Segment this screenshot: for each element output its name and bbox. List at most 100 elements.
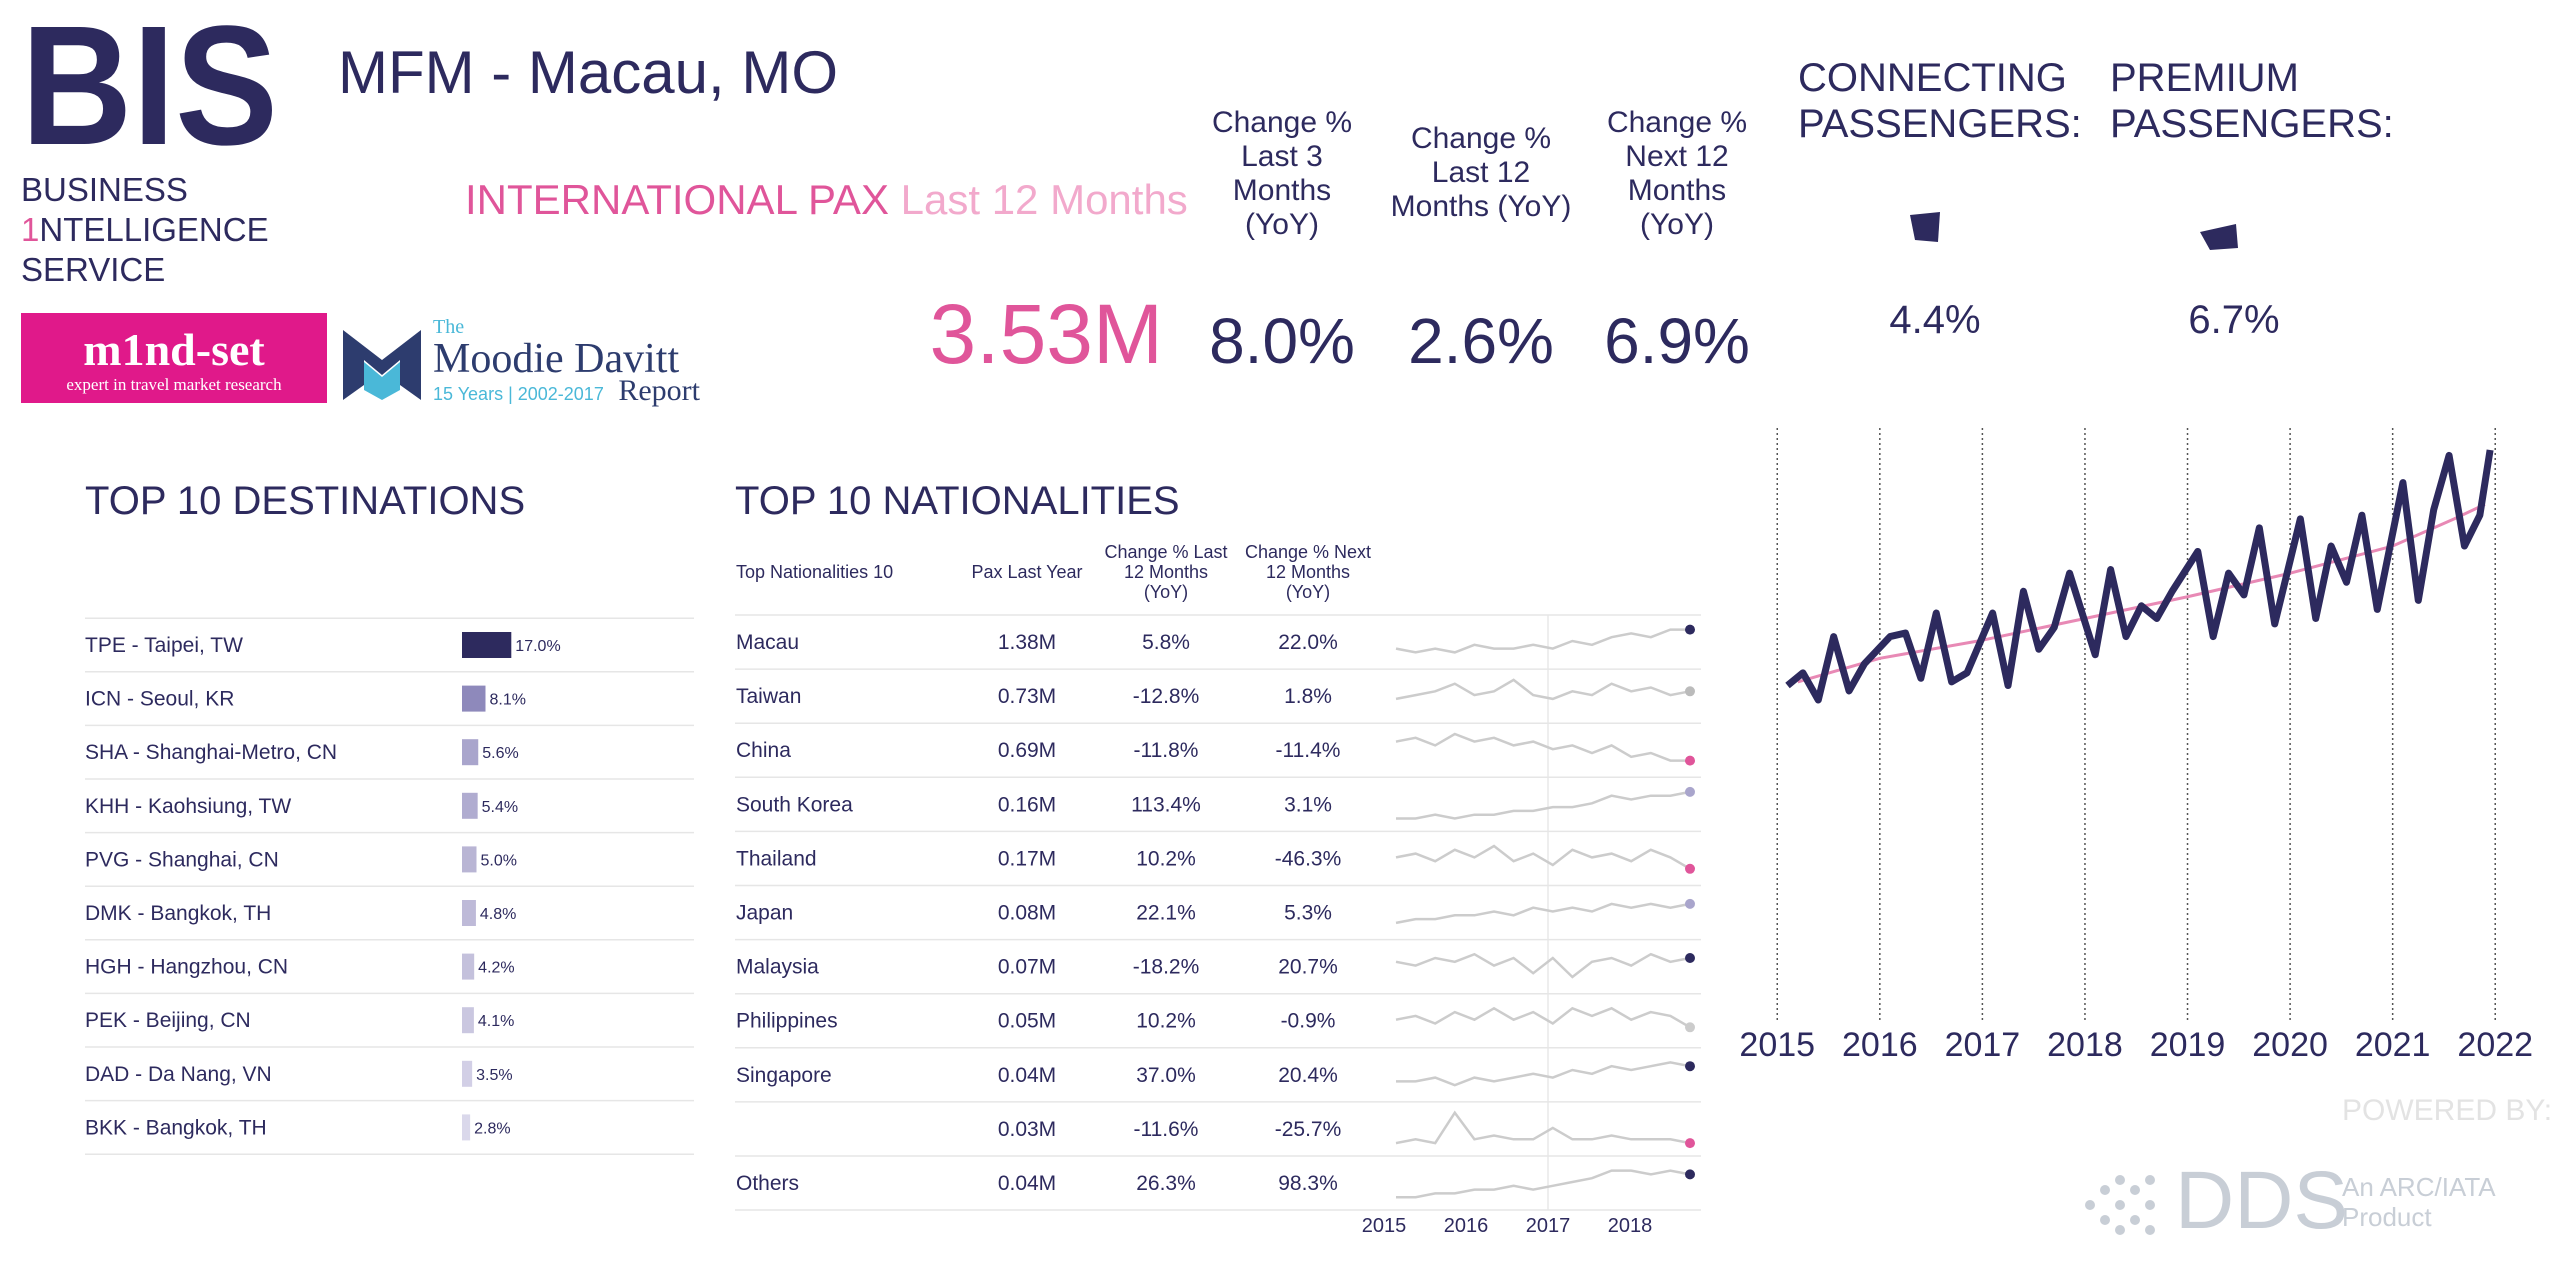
table-cell: 98.3% [1278,1172,1338,1195]
table-cell: -11.6% [1134,1118,1199,1141]
bar-label: 5.6% [482,745,518,762]
bar-label: 8.1% [489,692,525,709]
bar [462,685,486,712]
sparkline [1396,790,1691,820]
bar-label: 3.5% [476,1067,512,1084]
destination-name: KHH - Kaohsiung, TW [85,795,291,818]
page-title: MFM - Macau, MO [338,39,838,106]
share-label: PASSENGERS: [1798,102,2082,146]
moodie-text: Report [618,374,700,407]
metric-title: INTERNATIONAL PAX Last 12 Months [465,176,1188,223]
mindset-logo: m1nd-set [83,324,265,375]
sparkline [1395,902,1691,925]
kpi-label: Months [1233,174,1331,207]
share-label: CONNECTING [1798,56,2067,100]
x-tick-label: 2020 [2252,1026,2328,1064]
bar-label: 4.2% [478,960,514,977]
table-cell: 20.7% [1278,956,1338,979]
share-label: PREMIUM [2110,56,2299,100]
table-cell: 0.17M [998,847,1056,870]
column-header: Change % Next [1245,542,1371,562]
table-cell: 1.38M [998,631,1056,654]
table-cell: 0.05M [998,1010,1056,1033]
spark-end [1685,1061,1695,1072]
sparkline [1395,844,1691,870]
dds-text: Product [2342,1202,2432,1232]
table-cell: China [736,739,791,762]
table-cell: Singapore [736,1064,832,1087]
powered-by: POWERED BY: [2342,1094,2552,1127]
column-header: 12 Months [1124,562,1208,582]
x-tick-label: 2018 [2047,1026,2123,1064]
bar [462,953,475,980]
column-header: Change % Last [1104,542,1227,562]
sparkline [1395,732,1690,762]
moodie-text: The [433,316,464,338]
table-cell: 0.07M [998,956,1056,979]
destination-name: DAD - Da Nang, VN [85,1063,272,1086]
kpi-label: Change % [1212,106,1352,139]
table-cell: 22.1% [1136,902,1196,925]
table-cell: 37.0% [1136,1064,1196,1087]
kpi-label: Last 3 [1241,140,1323,173]
dds-dots [2085,1175,2155,1235]
spark-end [1685,1138,1695,1149]
bar-label: 17.0% [515,638,560,655]
x-tick-label: 2021 [2355,1026,2431,1064]
period: Last 12 Months [901,176,1188,223]
bar [462,846,477,873]
spark-end [1685,898,1695,909]
x-tick-label: 2017 [1945,1026,2021,1064]
spark-end [1685,755,1695,766]
dds-text: An ARC/IATA [2342,1172,2496,1202]
gauge-icon [2200,224,2238,250]
bar [462,792,478,819]
table-cell: 0.16M [998,793,1056,816]
kpi-label: (YoY) [1640,208,1714,241]
bar [462,900,476,926]
table-cell: Macau [736,631,799,654]
table-cell: -0.9% [1281,1010,1336,1033]
section-title: TOP 10 NATIONALITIES [735,479,1180,523]
spark-end [1685,1022,1695,1033]
kpi-value: 8.0% [1209,305,1355,377]
spark-tick-label: 2016 [1444,1215,1489,1237]
table-cell: Taiwan [736,685,801,708]
table-cell: -11.8% [1134,739,1199,762]
column-header: 12 Months [1266,562,1350,582]
destination-name: TPE - Taipei, TW [85,634,243,657]
moodie-icon [364,362,400,400]
spark-tick-label: 2018 [1608,1215,1653,1237]
table-cell: 26.3% [1136,1172,1196,1195]
bar [462,739,479,766]
brand-line: 1NTELLIGENCE [21,211,269,248]
table-cell: 5.3% [1284,902,1332,925]
metric: INTERNATIONAL PAX [465,176,889,223]
bar [462,1060,473,1087]
table-cell: 113.4% [1131,793,1201,816]
dds-logo: DDS [2175,1155,2348,1246]
table-cell: -46.3% [1275,847,1342,870]
brand-logo: BIS [21,0,278,181]
bar-label: 5.0% [481,852,517,869]
kpi-label: (YoY) [1245,208,1319,241]
spark-end [1685,1169,1695,1180]
table-cell: 0.03M [998,1118,1056,1141]
bar-label: 5.4% [482,799,518,816]
moodie-text: 15 Years | 2002-2017 [433,384,604,404]
column-header: Top Nationalities 10 [736,562,893,582]
brand-line: NTELLIGENCE [39,211,268,248]
table-cell: 0.04M [998,1064,1056,1087]
bar-label: 2.8% [474,1120,510,1137]
spark-end [1685,624,1695,635]
kpi-label: Next 12 [1625,140,1728,173]
table-cell: 0.69M [998,739,1056,762]
table-cell: 0.04M [998,1172,1056,1195]
table-cell: -12.8% [1133,685,1200,708]
kpi-value: 6.9% [1604,305,1750,377]
table-cell: 3.1% [1284,793,1332,816]
spark-end [1685,863,1695,874]
brand-line: SERVICE [21,251,165,288]
